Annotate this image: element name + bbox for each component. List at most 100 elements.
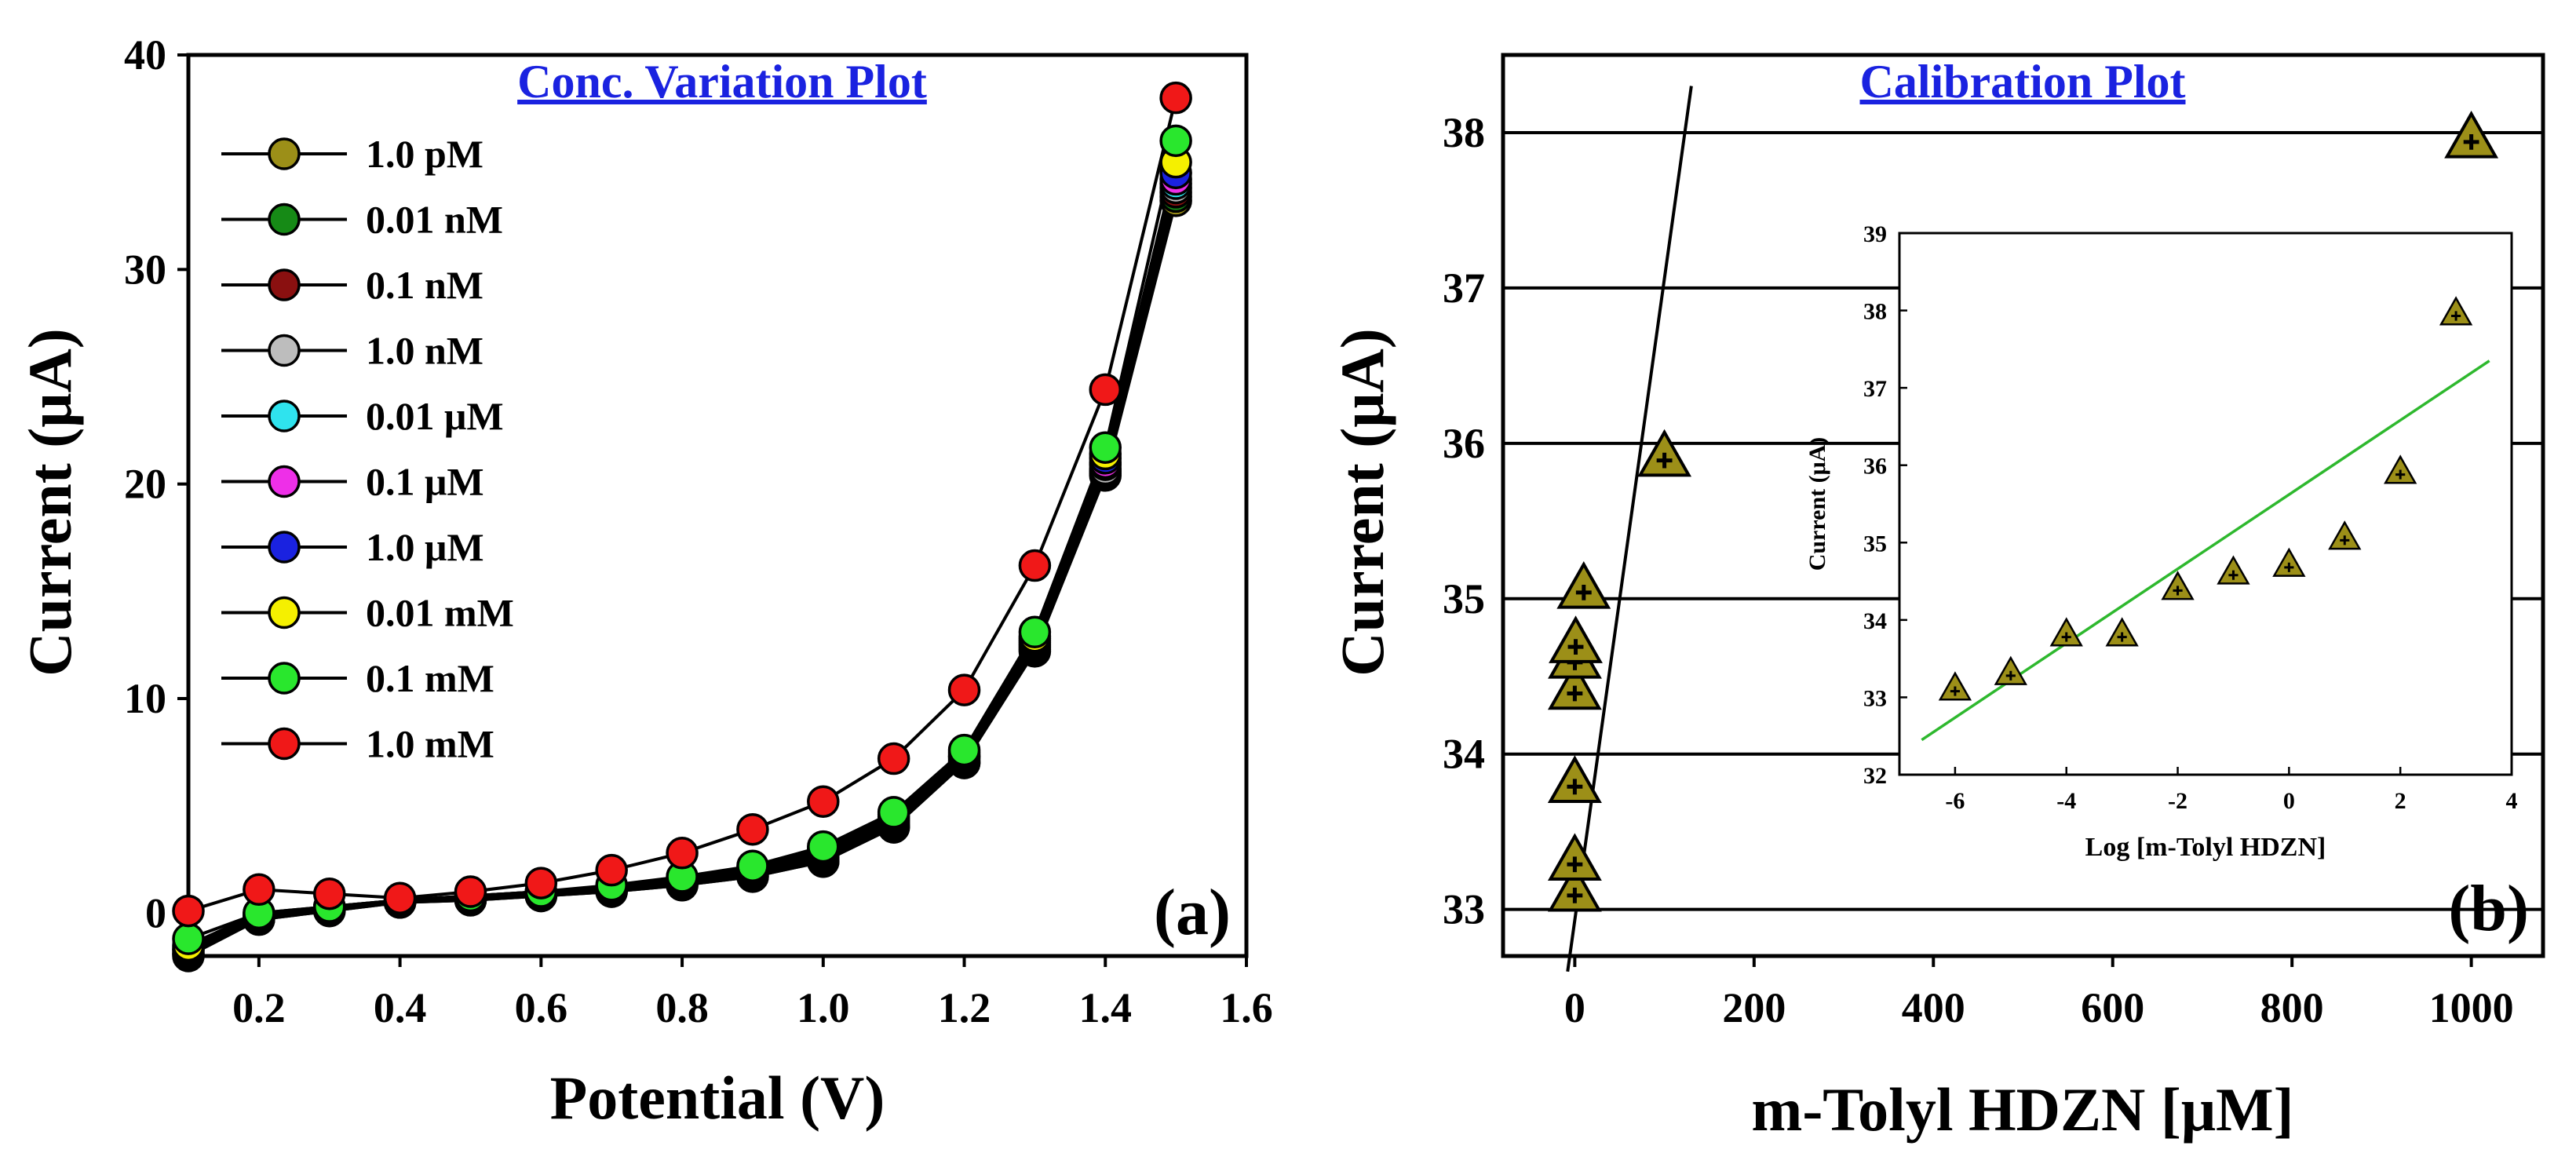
marker-cross bbox=[1567, 856, 1583, 873]
marker-cross bbox=[2228, 570, 2238, 580]
panel-b-x-tick-label: 600 bbox=[2081, 984, 2144, 1031]
inset-y-tick-label: 34 bbox=[1863, 608, 1887, 634]
inset-y-tick-label: 39 bbox=[1863, 221, 1887, 247]
panel-a-x-tick-label: 1.2 bbox=[938, 984, 991, 1031]
marker-cross bbox=[1950, 686, 1960, 696]
series-marker bbox=[243, 873, 275, 907]
panel-a-x-axis-label: Potential (V) bbox=[550, 1064, 885, 1132]
inset-y-tick-label: 32 bbox=[1863, 763, 1887, 789]
panel-b-x-tick-label: 1000 bbox=[2429, 984, 2514, 1031]
series-marker bbox=[1159, 124, 1192, 158]
legend-label: 0.01 mM bbox=[366, 591, 514, 635]
legend-label: 0.1 nM bbox=[366, 263, 483, 307]
panel-b-ticks: 33 34 35 36 37 38 0 200 400 600 800 1000 bbox=[1443, 109, 2514, 1031]
panel-a-ticks: 0.2 0.4 0.6 0.8 1.0 1.2 1.4 1.6 0 10 20 30 40 bbox=[124, 31, 1273, 1031]
panel-a-x-tick-label: 0.8 bbox=[655, 984, 709, 1031]
series-marker bbox=[666, 837, 699, 870]
panel-a-y-tick-label: 40 bbox=[124, 31, 166, 78]
inset-y-tick-label: 37 bbox=[1863, 376, 1887, 402]
inset-y-axis-label: Current (μA) bbox=[1804, 437, 1830, 571]
panel-b: 33 34 35 36 37 38 0 200 400 600 800 1000 Calibratio… bbox=[1328, 53, 2545, 1144]
series-marker bbox=[312, 877, 346, 910]
marker-cross bbox=[2061, 632, 2071, 642]
legend-marker bbox=[268, 203, 301, 236]
marker-cross bbox=[1567, 639, 1584, 655]
series-marker bbox=[595, 853, 628, 887]
inset-x-tick-label: -4 bbox=[2056, 788, 2076, 814]
inset-y-tick-label: 36 bbox=[1863, 454, 1887, 480]
panel-b-plot-frame bbox=[1501, 53, 2545, 958]
legend-label: 0.01 nM bbox=[366, 198, 503, 242]
marker-cross bbox=[1567, 685, 1583, 702]
panel-a-y-tick-label: 10 bbox=[124, 675, 166, 722]
legend-marker bbox=[268, 465, 301, 498]
panel-b-y-tick-label: 37 bbox=[1443, 265, 1485, 312]
series-marker bbox=[807, 785, 840, 818]
panel-b-x-tick-label: 800 bbox=[2260, 984, 2324, 1031]
inset-x-axis-label: Log [m-Tolyl HDZN] bbox=[2085, 833, 2326, 862]
inset-x-tick-label: 4 bbox=[2506, 788, 2518, 814]
series-marker bbox=[736, 812, 769, 846]
panel-a-x-tick-label: 0.4 bbox=[374, 984, 427, 1031]
legend-label: 1.0 nM bbox=[366, 329, 483, 373]
panel-a: 0.2 0.4 0.6 0.8 1.0 1.2 1.4 1.6 0 10 20 30 40 1.0 pM… bbox=[16, 31, 1273, 1132]
panel-a-y-tick-label: 20 bbox=[124, 461, 166, 508]
panel-a-plot-frame bbox=[186, 53, 1249, 958]
legend-label: 0.01 μM bbox=[366, 394, 504, 438]
series-marker bbox=[383, 881, 417, 914]
series-marker bbox=[877, 796, 910, 829]
legend-marker bbox=[268, 531, 301, 564]
panel-b-data-points bbox=[1547, 110, 2499, 912]
marker-cross bbox=[1567, 779, 1583, 795]
panel-a-x-tick-label: 1.6 bbox=[1220, 984, 1273, 1031]
legend-marker bbox=[268, 400, 301, 432]
series-marker bbox=[877, 742, 910, 775]
panel-a-x-tick-label: 1.4 bbox=[1079, 984, 1133, 1031]
series-line bbox=[188, 140, 1178, 940]
series-marker bbox=[807, 830, 840, 863]
panel-a-series-lines bbox=[188, 97, 1178, 958]
panel-b-x-tick-label: 400 bbox=[1902, 984, 1965, 1031]
marker-cross bbox=[1575, 584, 1592, 600]
series-marker bbox=[1089, 431, 1122, 464]
series-marker bbox=[947, 673, 981, 706]
panel-b-label: (b) bbox=[2448, 872, 2529, 945]
legend-label: 1.0 μM bbox=[366, 525, 484, 569]
series-marker bbox=[172, 922, 205, 955]
marker-cross bbox=[2451, 311, 2461, 321]
inset-ticks: -6 -4 -2 0 2 4 32 33 34 35 36 37 38 39 bbox=[1863, 221, 2518, 814]
panel-b-y-tick-label: 33 bbox=[1443, 886, 1485, 933]
panel-a-y-tick-label: 0 bbox=[145, 889, 166, 936]
marker-cross bbox=[2117, 632, 2127, 642]
series-marker bbox=[1018, 615, 1052, 649]
panel-b-y-axis-label: Current (μA) bbox=[1328, 328, 1396, 677]
panel-b-y-tick-label: 35 bbox=[1443, 575, 1485, 622]
legend-label: 0.1 mM bbox=[366, 656, 494, 700]
inset-x-tick-label: 0 bbox=[2283, 788, 2295, 814]
panel-a-y-tick-label: 30 bbox=[124, 246, 166, 293]
panel-b-x-axis-label: m-Tolyl HDZN [μM] bbox=[1751, 1075, 2293, 1144]
series-marker bbox=[1159, 81, 1192, 115]
inset-chart: -6 -4 -2 0 2 4 32 33 34 35 36 37 38 39 Log [m-Tolyl H… bbox=[1804, 221, 2518, 862]
panel-b-y-tick-label: 36 bbox=[1443, 420, 1485, 467]
panel-a-series-markers bbox=[172, 81, 1192, 972]
panel-a-x-tick-label: 0.6 bbox=[515, 984, 568, 1031]
inset-x-tick-label: 2 bbox=[2395, 788, 2406, 814]
series-marker bbox=[172, 894, 205, 928]
panel-b-x-tick-label: 0 bbox=[1564, 984, 1585, 1031]
legend-label: 1.0 mM bbox=[366, 722, 494, 766]
series-marker bbox=[524, 867, 558, 899]
panel-a-label: (a) bbox=[1154, 876, 1231, 949]
panel-b-title: Calibration Plot bbox=[1860, 56, 2186, 108]
marker-cross bbox=[1656, 452, 1673, 469]
legend-label: 0.1 μM bbox=[366, 460, 484, 504]
series-marker bbox=[1018, 549, 1052, 582]
inset-x-tick-label: -6 bbox=[1945, 788, 1965, 814]
panel-a-legend: 1.0 pM 0.01 nM 0.1 nM 1.0 nM 0.01 μM 0.1 μM 1.… bbox=[221, 132, 514, 766]
panel-a-y-axis-label: Current (μA) bbox=[16, 328, 84, 677]
legend-marker bbox=[268, 727, 301, 761]
marker-cross bbox=[2463, 133, 2479, 150]
panel-b-y-tick-label: 38 bbox=[1443, 109, 1485, 156]
legend-marker bbox=[268, 662, 301, 695]
